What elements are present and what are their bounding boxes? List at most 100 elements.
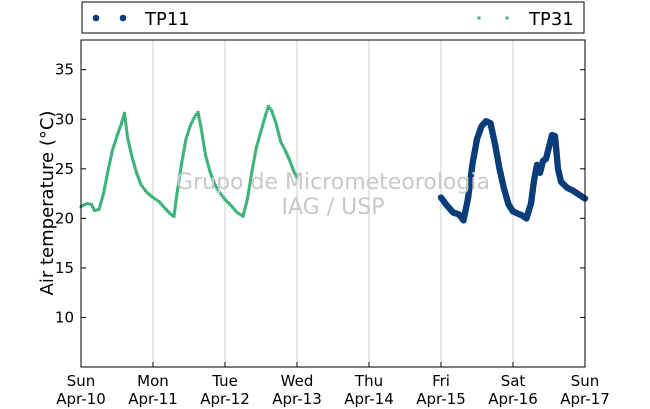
data-trace-tp31 <box>173 208 177 212</box>
series-tp31 <box>79 104 299 218</box>
y-tick-label: 25 <box>55 160 74 178</box>
data-point-tp31 <box>102 192 105 196</box>
data-trace-tp31 <box>262 120 266 124</box>
data-point-tp31 <box>208 170 212 174</box>
data-trace-tp31 <box>172 212 176 216</box>
data-trace-tp31 <box>106 171 110 175</box>
data-point-tp31 <box>151 196 155 200</box>
data-trace-tp31 <box>128 146 132 150</box>
data-trace-tp31 <box>187 128 191 132</box>
x-tick-date-label: Apr-14 <box>344 390 394 408</box>
data-trace-tp31 <box>202 146 206 150</box>
data-trace-tp31 <box>125 128 129 132</box>
x-tick-date-label: Apr-10 <box>56 390 106 408</box>
data-point-tp31 <box>217 190 221 194</box>
data-trace-tp31 <box>247 185 251 189</box>
data-trace-tp31 <box>92 206 95 210</box>
data-trace-tp31 <box>109 155 113 159</box>
data-trace-tp31 <box>174 198 178 202</box>
data-point-tp31 <box>93 208 96 212</box>
data-point-tp31 <box>126 135 129 139</box>
data-point-tp31 <box>97 207 101 211</box>
x-tick-date-label: Apr-12 <box>200 390 250 408</box>
data-trace-tp31 <box>252 159 256 163</box>
data-point-tp31 <box>85 202 89 205</box>
data-trace-tp31 <box>186 132 189 136</box>
data-trace-tp31 <box>247 187 251 191</box>
data-trace-tp31 <box>200 132 204 136</box>
data-trace-tp31 <box>264 111 268 115</box>
data-trace-tp31 <box>179 166 183 170</box>
data-trace-tp31 <box>216 188 220 192</box>
data-trace-tp31 <box>176 187 180 191</box>
watermark-line-2: IAG / USP <box>282 195 385 220</box>
x-tick-day-label: Sat <box>501 372 526 390</box>
data-point-tp31 <box>157 200 161 204</box>
y-tick-label: 10 <box>55 308 74 326</box>
data-trace-tp31 <box>245 199 249 203</box>
data-trace-tp31 <box>190 121 194 125</box>
data-trace-tp31 <box>124 123 128 127</box>
data-trace-tp31 <box>289 162 293 166</box>
data-point-tp31 <box>292 170 296 174</box>
y-tick-label: 15 <box>55 259 74 277</box>
data-trace-tp31 <box>234 209 237 213</box>
data-trace-tp31 <box>144 189 147 193</box>
data-trace-tp31 <box>133 166 137 170</box>
data-trace-tp31 <box>258 134 262 138</box>
watermark: Grupo de Micrometeorologia IAG / USP <box>176 170 490 220</box>
data-point-tp31 <box>267 104 270 108</box>
data-trace-tp31 <box>260 127 264 131</box>
data-trace-tp31 <box>242 210 246 214</box>
data-trace-tp31 <box>285 152 289 156</box>
data-trace-tp31 <box>293 172 297 176</box>
data-trace-tp31 <box>244 201 248 205</box>
x-tick-date-label: Apr-16 <box>488 390 538 408</box>
data-trace-tp31 <box>251 162 255 166</box>
data-trace-tp31 <box>195 112 198 116</box>
x-tick-date-label: Apr-11 <box>128 390 178 408</box>
data-point-tp31 <box>189 123 192 127</box>
data-trace-tp31 <box>182 151 186 155</box>
data-trace-tp31 <box>254 147 258 151</box>
data-trace-tp31 <box>249 176 253 180</box>
data-point-tp31 <box>235 210 239 214</box>
data-trace-tp31 <box>255 143 259 147</box>
data-point-tp31 <box>193 114 197 118</box>
data-trace-tp31 <box>276 128 280 132</box>
data-trace-tp31 <box>135 173 139 177</box>
data-trace-tp31 <box>211 178 215 182</box>
legend-items: TP11 TP31 <box>92 9 574 30</box>
data-point-tp31 <box>139 183 143 187</box>
data-trace-tp31 <box>210 174 213 178</box>
data-trace-tp31 <box>119 123 123 127</box>
data-trace-tp31 <box>246 194 250 198</box>
data-trace-tp31 <box>136 175 140 179</box>
data-trace-tp31 <box>268 106 272 110</box>
data-trace-tp31 <box>118 126 122 130</box>
data-trace-tp31 <box>205 160 209 164</box>
data-point-tp31 <box>180 162 183 166</box>
data-trace-tp31 <box>95 208 99 212</box>
data-trace-tp31 <box>244 203 248 207</box>
data-trace-tp31 <box>81 203 85 207</box>
data-trace-tp31 <box>232 207 236 211</box>
data-trace-tp31 <box>247 190 251 194</box>
data-trace-tp31 <box>242 212 246 216</box>
data-trace-tp31 <box>138 179 141 183</box>
data-trace-tp31 <box>176 185 180 189</box>
data-trace-tp31 <box>243 205 247 209</box>
data-trace-tp31 <box>250 171 254 175</box>
data-trace-tp31 <box>142 187 146 191</box>
data-trace-tp31 <box>124 121 128 125</box>
data-trace-tp31 <box>252 157 256 161</box>
data-trace-tp31 <box>198 119 202 123</box>
legend-frame <box>81 1 585 34</box>
data-trace-tp31 <box>201 134 204 138</box>
data-trace-tp31 <box>131 157 135 161</box>
data-trace-tp31 <box>105 176 109 180</box>
data-point-tp31 <box>184 137 188 141</box>
data-trace-tp31 <box>202 144 206 148</box>
data-trace-tp31 <box>108 160 112 164</box>
data-trace-tp31 <box>197 117 201 121</box>
